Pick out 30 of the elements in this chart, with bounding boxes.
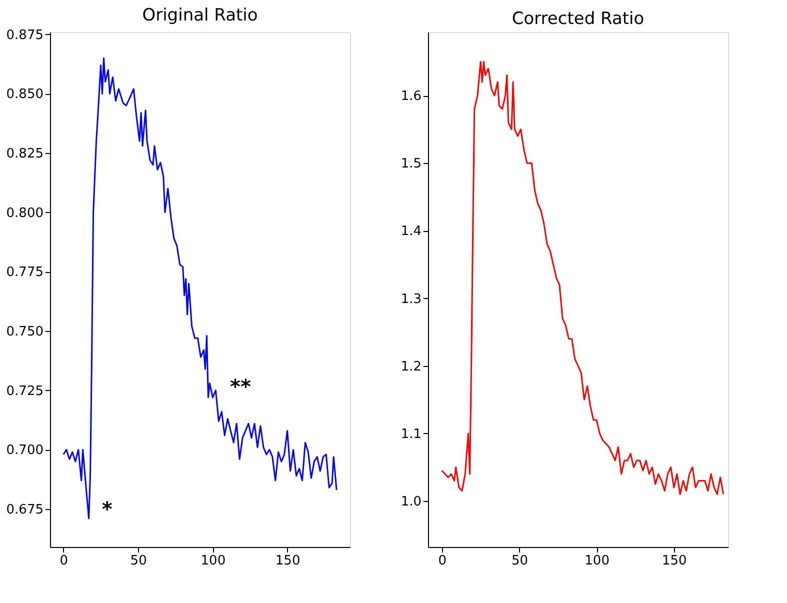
y-tick-label: 1.6 <box>400 89 422 104</box>
x-tick-label: 0 <box>438 554 447 568</box>
x-tick-label: 150 <box>662 554 687 568</box>
y-tick-label: 0.775 <box>6 265 44 280</box>
line-series <box>62 57 338 520</box>
y-tick-label: 1.5 <box>400 156 422 172</box>
y-tick-label: 0.675 <box>6 502 44 518</box>
x-tick-label: 100 <box>584 554 610 568</box>
y-tick-label: 0.850 <box>6 87 44 102</box>
y-tick-label: 0.725 <box>6 384 44 399</box>
x-tick-label: 100 <box>200 554 226 568</box>
y-tick-label: 0.875 <box>6 28 44 43</box>
x-tick-label: 150 <box>275 554 300 568</box>
y-tick-label: 0.800 <box>6 206 44 221</box>
chart-title: Corrected Ratio <box>512 9 644 29</box>
line-series <box>441 60 724 496</box>
y-tick-label: 1.3 <box>400 292 422 307</box>
y-tick-label: 1.4 <box>400 224 422 240</box>
x-tick-label: 50 <box>130 554 147 568</box>
y-tick-label: 0.825 <box>6 146 44 162</box>
y-tick-label: 0.750 <box>6 324 44 340</box>
annotation: ** <box>230 374 252 398</box>
annotation: * <box>102 496 113 521</box>
chart-title: Original Ratio <box>142 5 258 26</box>
x-tick-label: 50 <box>511 554 528 568</box>
x-tick-label: 0 <box>60 554 68 568</box>
y-tick-label: 1.2 <box>400 359 422 374</box>
y-tick-label: 1.0 <box>400 494 422 510</box>
y-tick-label: 1.1 <box>400 426 422 442</box>
y-tick-label: 0.700 <box>6 443 44 458</box>
